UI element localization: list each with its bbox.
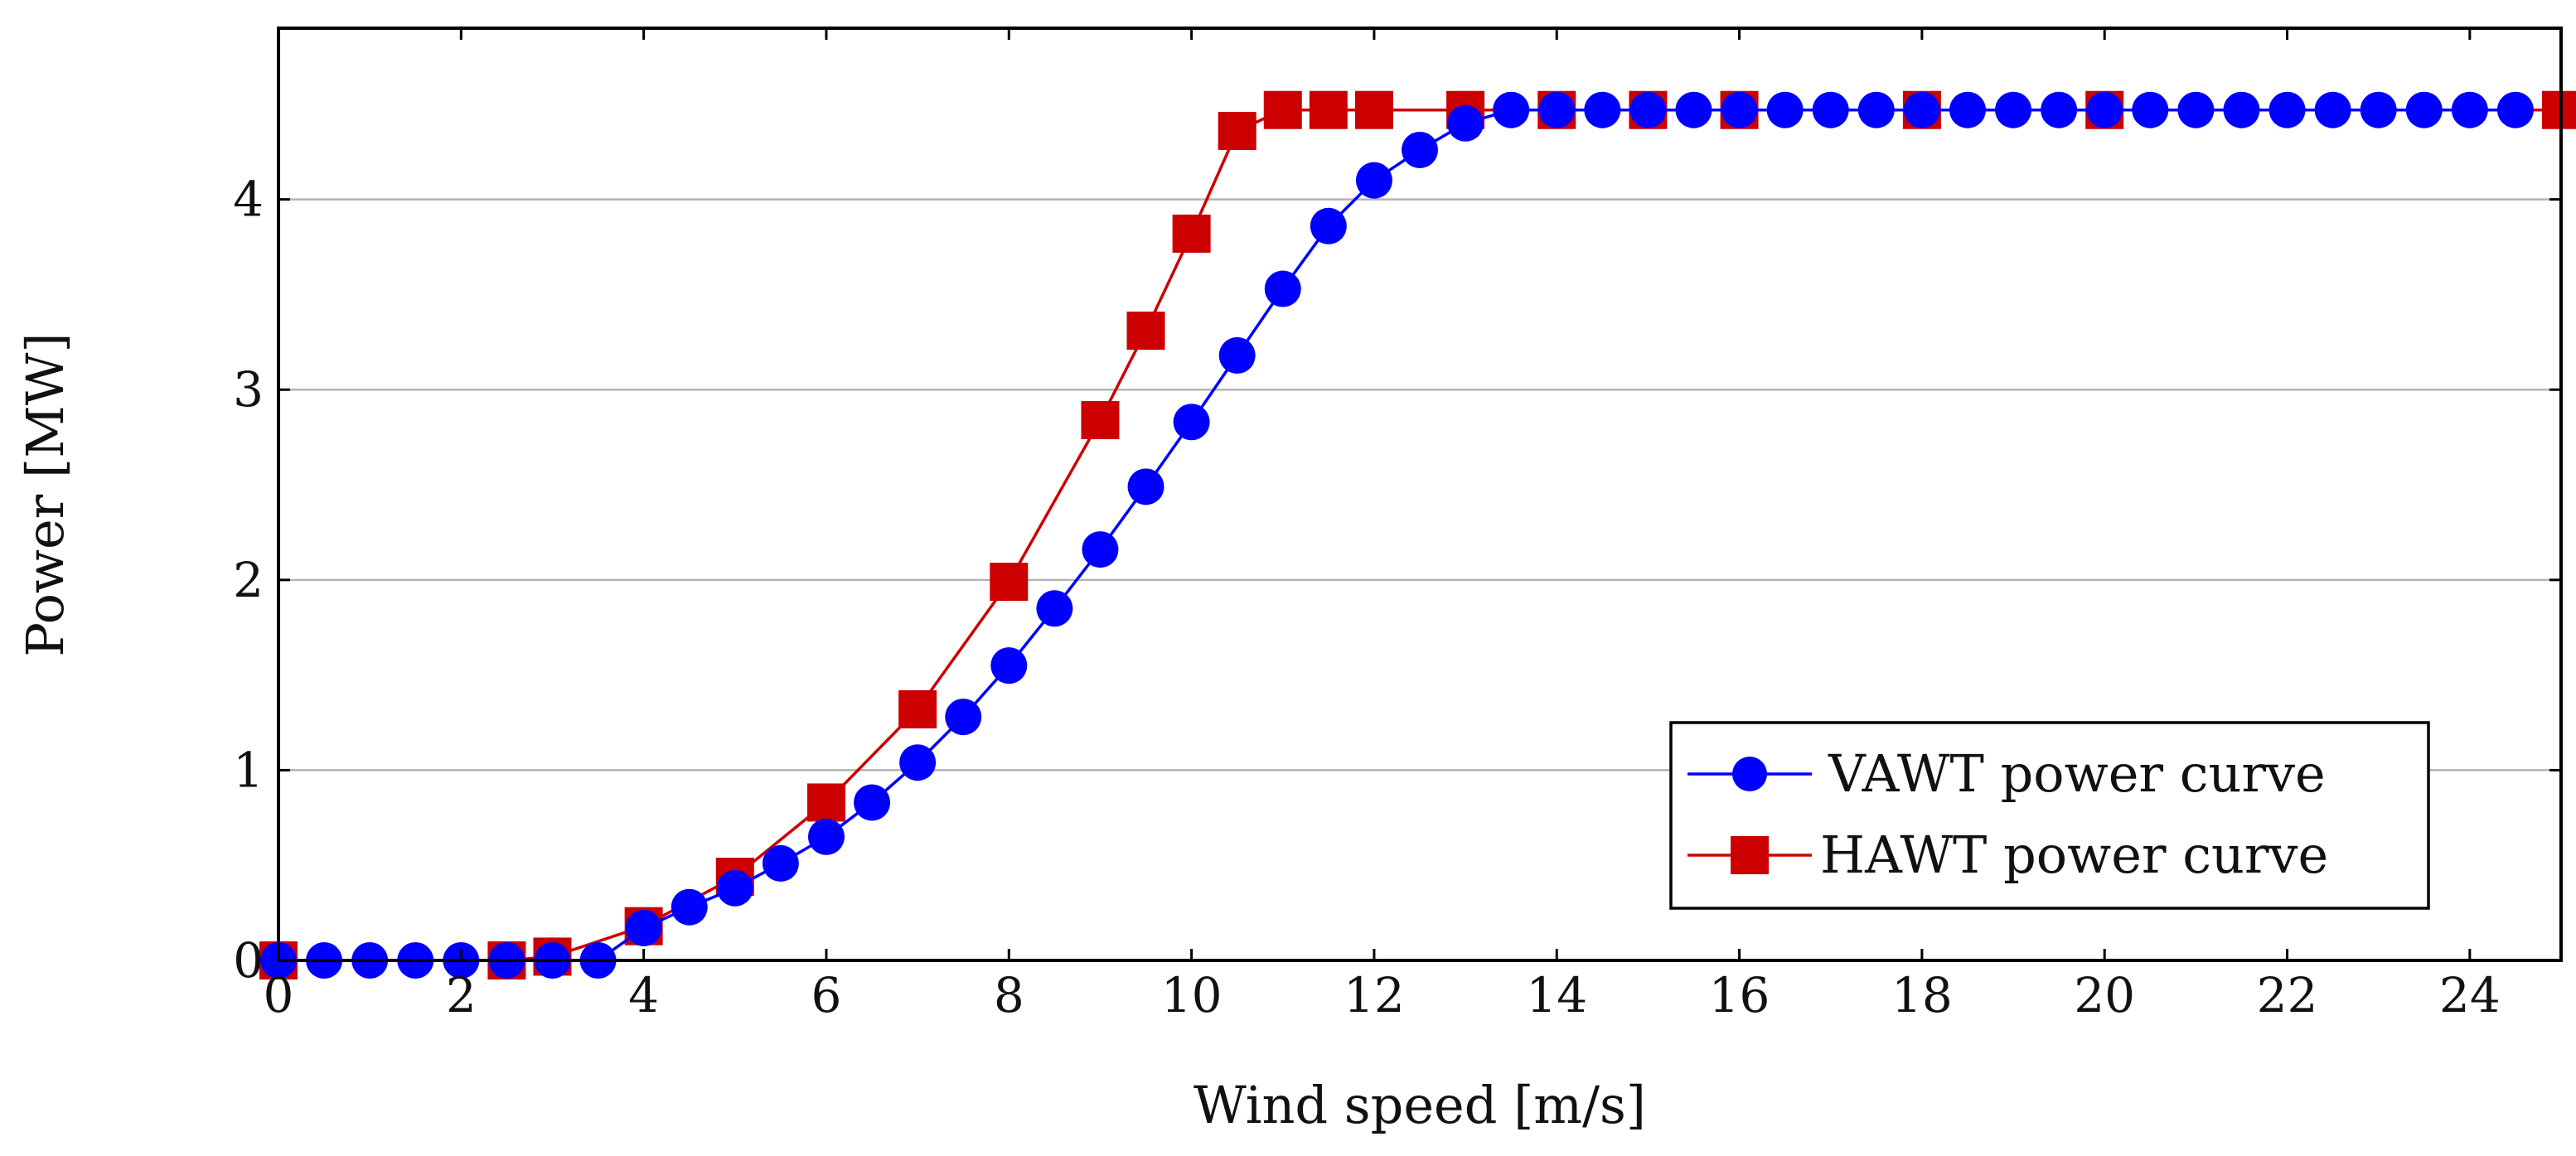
vawt-data-point: [899, 744, 937, 781]
vawt-data-point: [716, 869, 753, 907]
legend: VAWT power curve HAWT power curve: [1669, 721, 2430, 910]
hawt-data-point: [898, 689, 937, 728]
grid-lines: [278, 198, 2561, 771]
x-tick-label: 12: [1344, 967, 1405, 1023]
hawt-data-point: [990, 563, 1029, 602]
vawt-data-point: [2269, 91, 2306, 128]
vawt-data-point: [1629, 91, 1667, 128]
legend-vawt-label: VAWT power curve: [1828, 743, 2326, 804]
x-tick-label: 10: [1161, 967, 1223, 1023]
vawt-data-point: [1584, 91, 1621, 128]
hawt-data-point: [1172, 214, 1211, 253]
y-tick-label: 3: [233, 361, 264, 418]
vawt-data-point: [1949, 91, 1986, 128]
vawt-data-point: [1264, 270, 1301, 307]
vawt-data-point: [1355, 162, 1392, 199]
y-tick-label: 2: [233, 552, 264, 608]
vawt-data-point: [990, 647, 1028, 684]
vawt-data-point: [1447, 104, 1484, 142]
vawt-data-point: [2223, 91, 2260, 128]
vawt-data-point: [1036, 590, 1073, 627]
x-tick-label: 2: [446, 967, 477, 1023]
x-tick-label: 6: [811, 967, 842, 1023]
vawt-data-point: [671, 888, 708, 926]
y-axis-title: Power [MW]: [15, 332, 75, 656]
vawt-data-point: [2360, 91, 2397, 128]
y-tick-label: 1: [233, 742, 264, 798]
x-tick-label: 16: [1709, 967, 1770, 1023]
vawt-data-point: [1402, 131, 1438, 168]
hawt-data-point: [1218, 111, 1257, 150]
legend-hawt-label: HAWT power curve: [1820, 825, 2328, 885]
vawt-data-point: [1857, 91, 1895, 128]
vawt-data-point: [2041, 91, 2078, 128]
vawt-data-point: [1127, 468, 1165, 505]
vawt-data-point: [762, 844, 799, 882]
vawt-data-point: [1675, 91, 1712, 128]
plot-frame: [277, 27, 2563, 962]
legend-hawt-marker: [1731, 836, 1769, 874]
legend-vawt-marker: [1732, 757, 1767, 791]
vawt-data-point: [625, 909, 662, 946]
hawt-data-point: [806, 783, 845, 822]
x-tick-label: 4: [628, 967, 659, 1023]
vawt-data-point: [2314, 91, 2351, 128]
vawt-data-point: [2177, 91, 2215, 128]
vawt-data-point: [1218, 336, 1256, 374]
vawt-data-point: [1173, 404, 1210, 441]
vawt-data-point: [1310, 207, 1347, 244]
x-tick-label: 18: [1891, 967, 1953, 1023]
vawt-data-point: [1538, 91, 1576, 128]
x-tick-label: 24: [2439, 967, 2501, 1023]
vawt-data-point: [2132, 91, 2169, 128]
vawt-data-point: [2086, 91, 2123, 128]
vawt-data-point: [1812, 91, 1849, 128]
vawt-data-point: [945, 699, 982, 736]
vawt-data-point: [1082, 531, 1119, 568]
hawt-data-point: [1354, 90, 1393, 129]
vawt-data-point: [1995, 91, 2032, 128]
x-tick-label: 8: [994, 967, 1024, 1023]
x-axis-title: Wind speed [m/s]: [1194, 1075, 1646, 1135]
vawt-data-point: [1766, 91, 1804, 128]
legend-box: [1669, 721, 2430, 910]
vawt-data-point: [1903, 91, 1940, 128]
x-tick-label: 0: [264, 967, 294, 1023]
hawt-data-point: [1126, 312, 1165, 351]
x-tick-label: 20: [2074, 967, 2135, 1023]
y-tick-label: 0: [233, 932, 264, 989]
x-tick-label: 14: [1526, 967, 1587, 1023]
vawt-data-point: [854, 784, 891, 821]
series-layer: [259, 90, 2576, 979]
vawt-data-point: [1721, 91, 1758, 128]
vawt-data-point: [2496, 91, 2534, 128]
vawt-data-point: [807, 818, 845, 855]
y-tick-label: 4: [233, 172, 264, 228]
vawt-data-point: [1493, 91, 1530, 128]
hawt-data-point: [1263, 90, 1302, 129]
hawt-data-point: [1081, 400, 1120, 439]
hawt-data-point: [1309, 90, 1348, 129]
x-tick-label: 22: [2257, 967, 2318, 1023]
vawt-data-point: [2405, 91, 2443, 128]
vawt-data-point: [2451, 91, 2488, 128]
hawt-data-point: [2542, 90, 2576, 129]
